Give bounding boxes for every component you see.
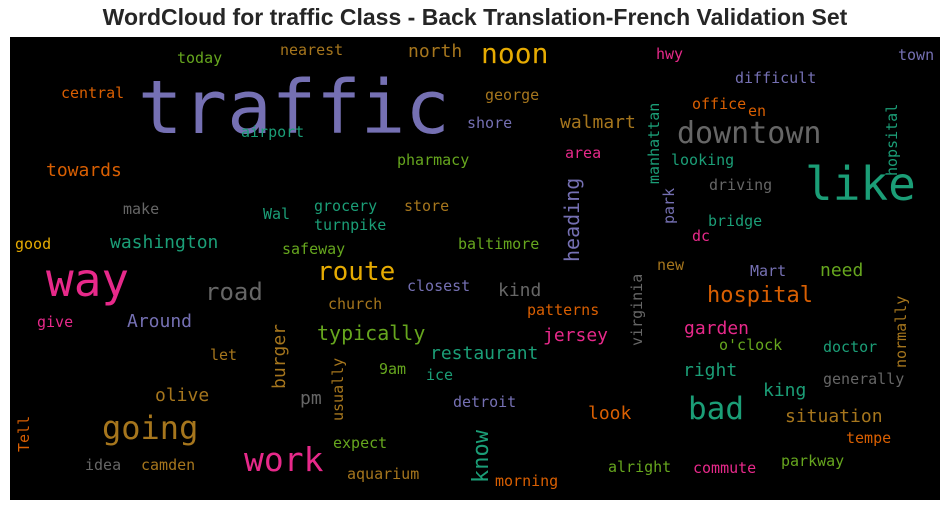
word-normally: normally: [892, 295, 910, 368]
word-camden: camden: [141, 456, 196, 474]
word-expect: expect: [333, 434, 388, 452]
word-driving: driving: [709, 176, 773, 194]
word-9am: 9am: [379, 360, 407, 378]
word-safeway: safeway: [282, 240, 346, 258]
word-olive: olive: [155, 385, 210, 406]
word-difficult: difficult: [735, 69, 817, 87]
word-church: church: [328, 295, 383, 313]
word-need: need: [820, 260, 864, 281]
word-generally: generally: [823, 370, 905, 388]
word-garden: garden: [684, 318, 750, 339]
word-park: park: [660, 187, 678, 224]
word-shore: shore: [467, 114, 513, 132]
word-good: good: [15, 235, 52, 253]
word-hopsital: hopsital: [883, 103, 901, 176]
word-office: office: [692, 95, 747, 113]
word-right: right: [683, 360, 738, 381]
word-hospital: hospital: [707, 283, 813, 308]
word-mart: Mart: [750, 262, 787, 280]
word-aquarium: aquarium: [347, 465, 420, 483]
chart-title: WordCloud for traffic Class - Back Trans…: [102, 4, 848, 30]
word-washington: washington: [110, 232, 219, 253]
word-dc: dc: [692, 227, 711, 245]
word-airport: airport: [241, 123, 305, 141]
word-pharmacy: pharmacy: [397, 151, 470, 169]
word-make: make: [123, 200, 160, 218]
word-usually: usually: [329, 357, 347, 421]
word-going: going: [102, 409, 199, 447]
word-towards: towards: [46, 160, 122, 181]
word-tell: Tell: [15, 415, 33, 452]
word-downtown: downtown: [677, 116, 822, 151]
word-king: king: [763, 380, 807, 401]
word-manhattan: manhattan: [645, 102, 663, 184]
word-jersey: jersey: [543, 325, 609, 346]
word-bridge: bridge: [708, 212, 763, 230]
word-commute: commute: [693, 459, 757, 477]
word-road: road: [205, 278, 263, 306]
word-work: work: [244, 440, 324, 479]
word-cloud: traffic like way noon downtown route going work…: [10, 37, 940, 500]
word-virginia: virginia: [628, 273, 646, 346]
word-town: town: [898, 46, 935, 64]
word-give: give: [37, 313, 74, 331]
word-look: look: [588, 403, 632, 424]
word-heading: heading: [560, 177, 584, 262]
word-kind: kind: [498, 280, 542, 301]
word-nearest: nearest: [280, 41, 344, 59]
word-walmart: walmart: [560, 112, 636, 133]
word-turnpike: turnpike: [314, 216, 387, 234]
word-traffic: traffic: [138, 65, 450, 151]
word-hwy: hwy: [656, 45, 684, 63]
word-ice: ice: [426, 366, 454, 384]
word-north: north: [408, 41, 463, 62]
word-know: know: [469, 430, 494, 483]
word-bad: bad: [688, 391, 744, 427]
word-george: george: [485, 86, 540, 104]
word-situation: situation: [785, 406, 883, 427]
word-area: area: [565, 144, 602, 162]
word-morning: morning: [495, 472, 559, 490]
word-central: central: [61, 84, 125, 102]
word-wal: Wal: [263, 205, 291, 223]
word-way: way: [46, 253, 130, 307]
word-looking: looking: [671, 151, 735, 169]
word-grocery: grocery: [314, 197, 378, 215]
word-tempe: tempe: [846, 429, 892, 447]
word-let: let: [210, 346, 238, 364]
word-noon: noon: [481, 37, 549, 70]
word-parkway: parkway: [781, 452, 845, 470]
word-route: route: [317, 257, 396, 287]
word-patterns: patterns: [527, 301, 600, 319]
word-alright: alright: [608, 458, 672, 476]
word-baltimore: baltimore: [458, 235, 540, 253]
word-doctor: doctor: [823, 338, 878, 356]
word-o-clock: o'clock: [719, 336, 783, 354]
word-new: new: [657, 256, 685, 274]
word-pm: pm: [300, 388, 322, 409]
word-restaurant: restaurant: [430, 343, 539, 364]
word-closest: closest: [407, 277, 471, 295]
word-idea: idea: [85, 456, 122, 474]
word-en: en: [748, 102, 767, 120]
word-today: today: [177, 49, 223, 67]
word-like: like: [805, 157, 916, 211]
word-detroit: detroit: [453, 393, 517, 411]
word-around: Around: [127, 311, 193, 332]
word-burger: burger: [269, 323, 290, 389]
word-store: store: [404, 197, 450, 215]
word-typically: typically: [317, 321, 426, 345]
